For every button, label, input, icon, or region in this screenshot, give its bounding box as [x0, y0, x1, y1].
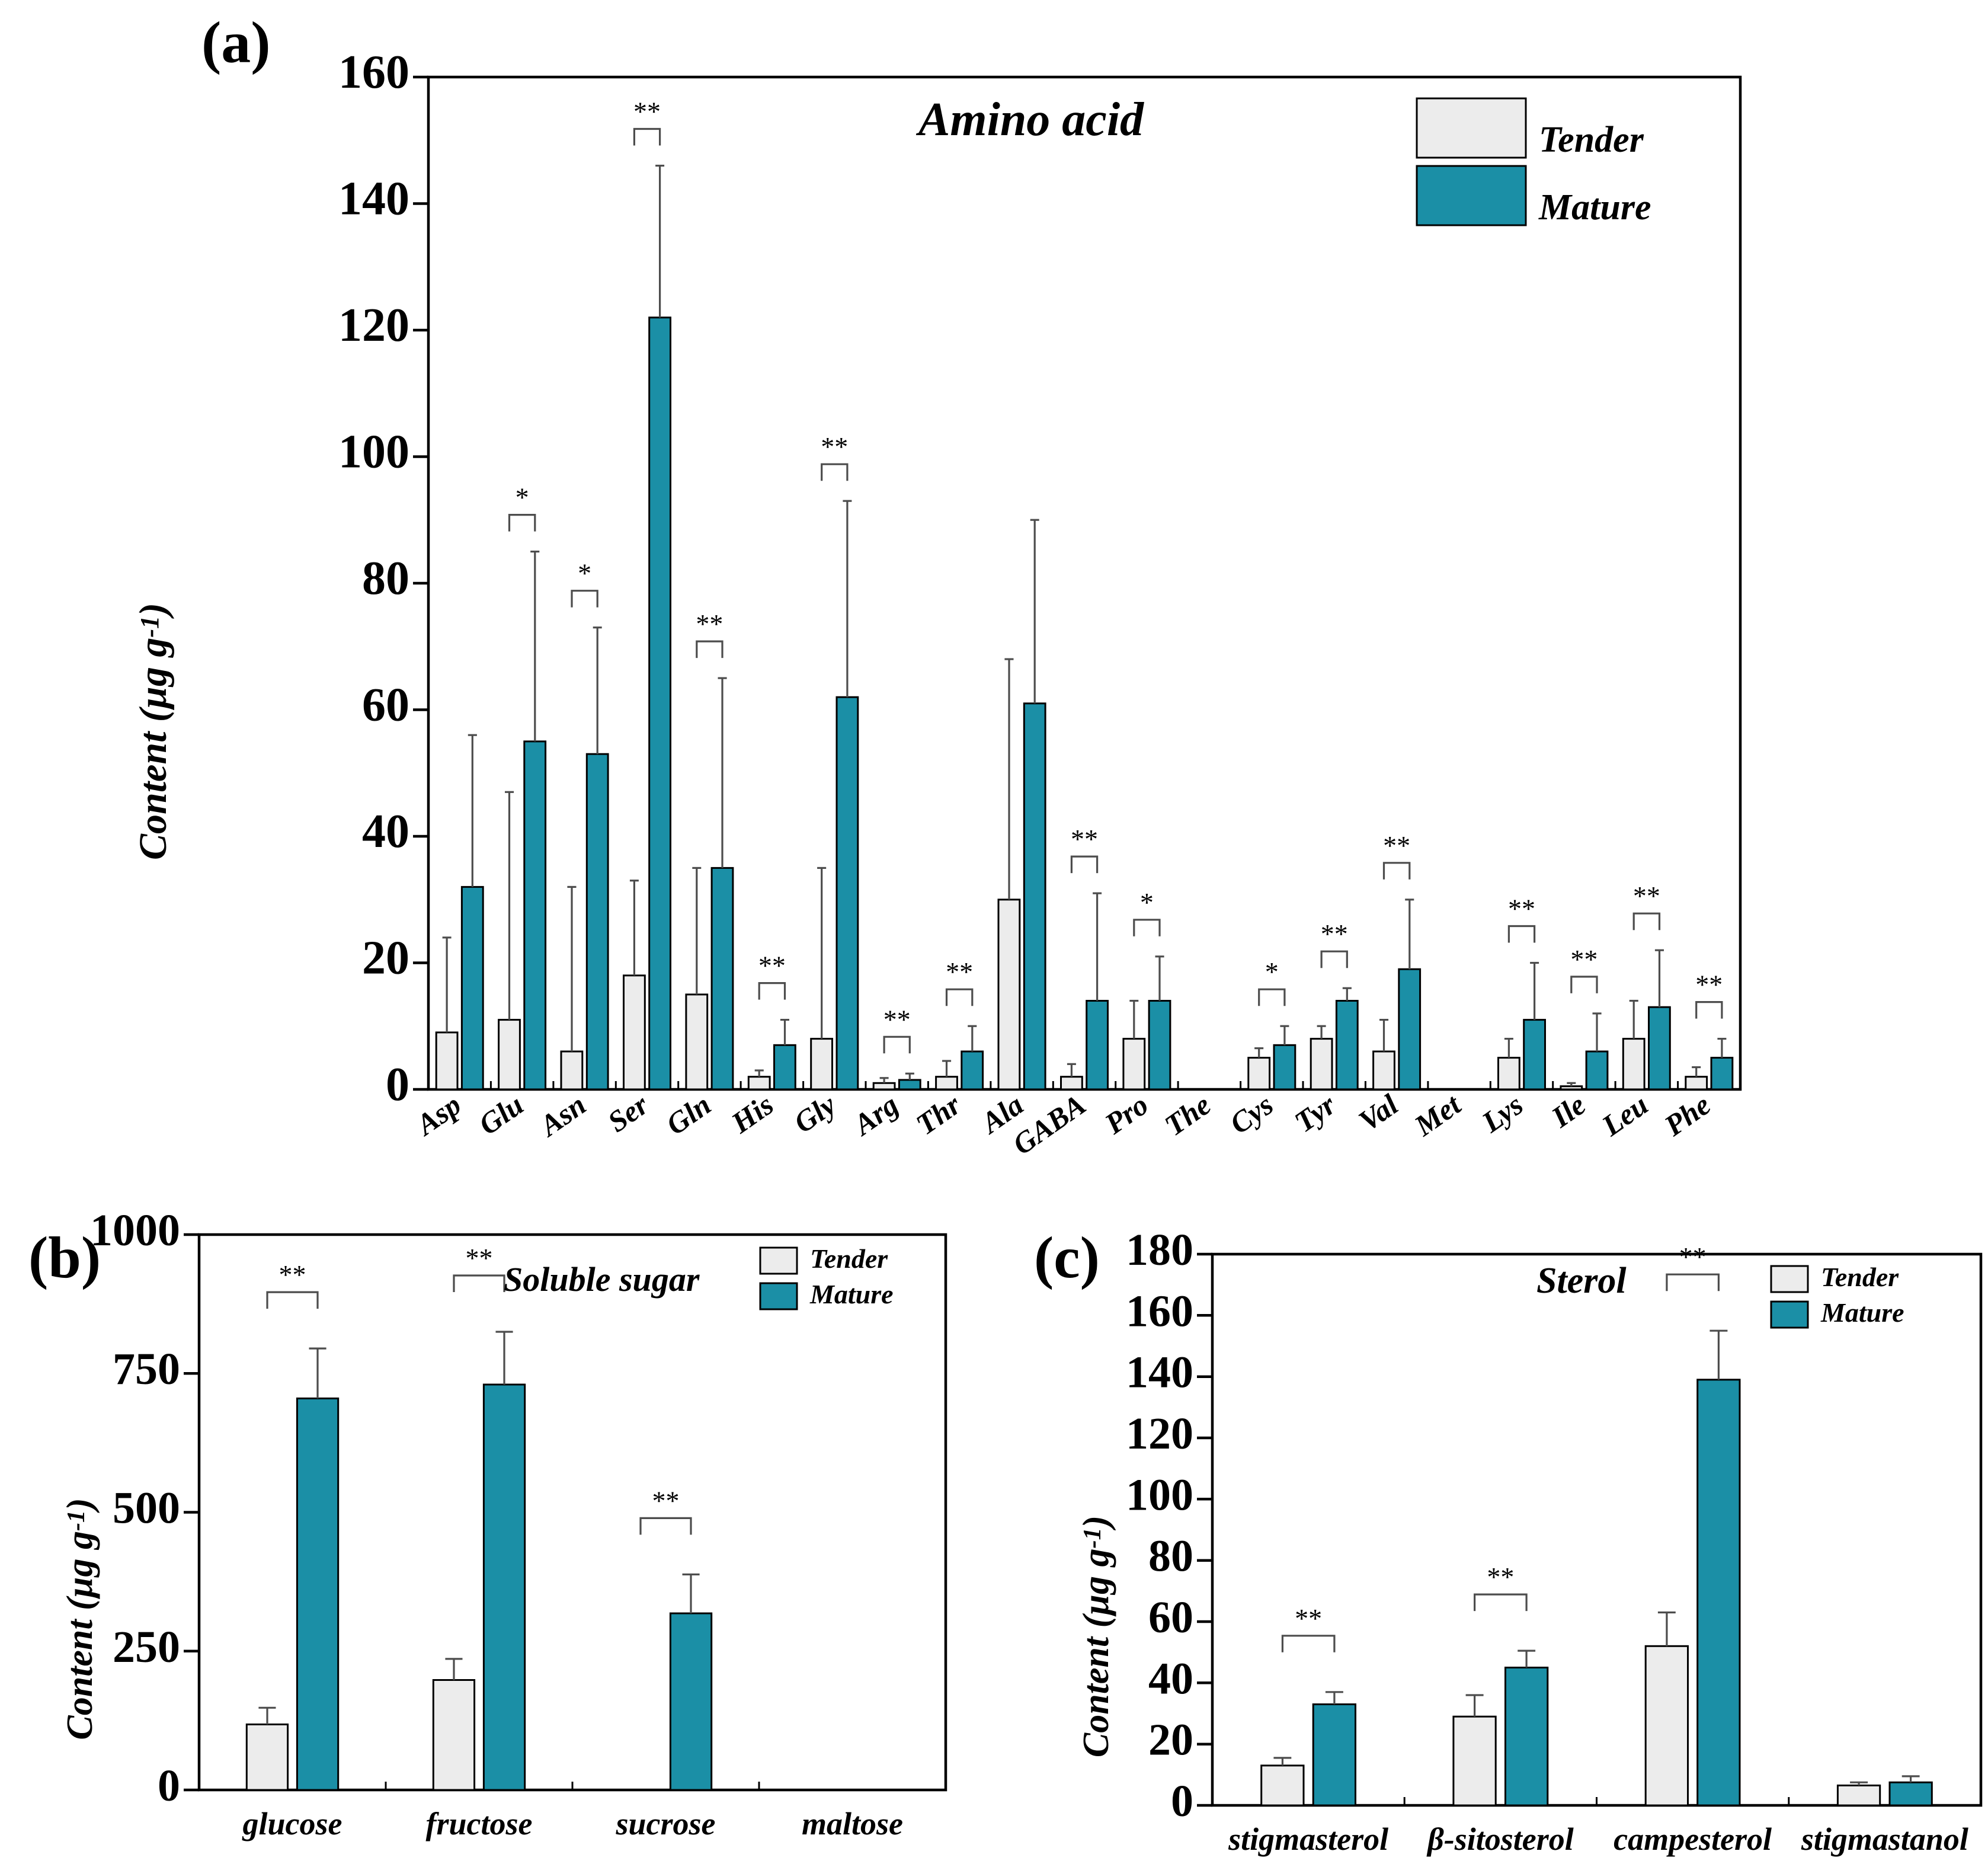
- svg-text:Soluble sugar: Soluble sugar: [504, 1260, 700, 1299]
- svg-text:Mature: Mature: [1538, 187, 1651, 228]
- svg-text:Thr: Thr: [910, 1088, 967, 1142]
- svg-text:**: **: [1071, 824, 1098, 854]
- svg-text:The: The: [1158, 1088, 1217, 1142]
- svg-text:**: **: [1570, 944, 1598, 974]
- svg-text:(a): (a): [201, 9, 271, 75]
- svg-text:60: 60: [1148, 1593, 1193, 1642]
- svg-text:GABA: GABA: [1007, 1088, 1092, 1161]
- svg-text:**: **: [1321, 919, 1348, 949]
- svg-text:**: **: [1633, 881, 1660, 911]
- svg-text:(c): (c): [1034, 1225, 1100, 1290]
- svg-text:500: 500: [113, 1484, 180, 1533]
- svg-text:Content (µg g-1): Content (µg g-1): [60, 1498, 100, 1740]
- svg-text:0: 0: [1171, 1776, 1193, 1826]
- svg-text:*: *: [1140, 887, 1154, 917]
- svg-text:Tyr: Tyr: [1288, 1088, 1342, 1139]
- svg-text:Tender: Tender: [1539, 120, 1644, 160]
- svg-text:*: *: [516, 482, 529, 513]
- svg-text:**: **: [696, 609, 723, 639]
- svg-text:His: His: [725, 1088, 779, 1140]
- svg-text:100: 100: [338, 426, 409, 478]
- svg-text:Content (µg g-1): Content (µg g-1): [132, 603, 175, 860]
- svg-text:**: **: [946, 957, 973, 987]
- svg-text:Ser: Ser: [601, 1088, 654, 1139]
- svg-text:Mature: Mature: [1820, 1297, 1904, 1328]
- svg-text:**: **: [1679, 1242, 1707, 1272]
- svg-text:Ile: Ile: [1545, 1088, 1591, 1134]
- svg-text:**: **: [466, 1243, 493, 1273]
- svg-text:250: 250: [113, 1622, 180, 1672]
- svg-text:fructose: fructose: [426, 1806, 533, 1842]
- svg-text:Asp: Asp: [409, 1088, 467, 1142]
- svg-text:maltose: maltose: [802, 1806, 903, 1842]
- svg-text:Sterol: Sterol: [1536, 1261, 1627, 1301]
- svg-text:20: 20: [1148, 1715, 1193, 1765]
- svg-text:Tender: Tender: [1821, 1262, 1899, 1292]
- svg-text:120: 120: [1126, 1409, 1193, 1459]
- svg-text:stigmastanol: stigmastanol: [1801, 1821, 1968, 1857]
- svg-text:Pro: Pro: [1098, 1088, 1154, 1140]
- svg-text:Gln: Gln: [660, 1088, 717, 1142]
- svg-text:**: **: [652, 1485, 680, 1516]
- svg-text:Met: Met: [1408, 1087, 1468, 1143]
- svg-text:20: 20: [362, 932, 409, 984]
- svg-text:80: 80: [362, 552, 409, 605]
- svg-text:**: **: [1487, 1562, 1514, 1592]
- svg-text:Glu: Glu: [473, 1088, 530, 1142]
- svg-text:160: 160: [1126, 1286, 1193, 1336]
- svg-text:Arg: Arg: [846, 1088, 904, 1142]
- svg-text:*: *: [1265, 957, 1279, 987]
- svg-text:Asn: Asn: [532, 1088, 592, 1143]
- svg-text:**: **: [633, 97, 661, 127]
- svg-text:campesterol: campesterol: [1614, 1821, 1772, 1857]
- svg-text:*: *: [578, 558, 591, 589]
- svg-text:Amino acid: Amino acid: [915, 94, 1144, 146]
- svg-text:**: **: [821, 431, 848, 462]
- svg-text:1000: 1000: [90, 1206, 180, 1255]
- svg-text:Phe: Phe: [1658, 1088, 1717, 1143]
- svg-text:**: **: [883, 1004, 911, 1034]
- svg-text:sucrose: sucrose: [615, 1806, 715, 1842]
- svg-text:stigmasterol: stigmasterol: [1228, 1821, 1388, 1857]
- svg-text:750: 750: [113, 1344, 180, 1394]
- svg-text:0: 0: [158, 1761, 180, 1811]
- svg-text:100: 100: [1126, 1470, 1193, 1520]
- svg-text:**: **: [279, 1259, 306, 1290]
- svg-text:180: 180: [1126, 1225, 1193, 1275]
- svg-text:glucose: glucose: [242, 1806, 342, 1842]
- svg-text:0: 0: [386, 1059, 409, 1111]
- svg-text:**: **: [1508, 894, 1535, 924]
- svg-text:60: 60: [362, 679, 409, 731]
- svg-text:Cys: Cys: [1224, 1088, 1279, 1140]
- svg-text:**: **: [1695, 970, 1723, 1000]
- svg-text:**: **: [1383, 830, 1410, 861]
- svg-text:Lys: Lys: [1475, 1088, 1529, 1139]
- svg-text:120: 120: [338, 299, 409, 351]
- svg-text:**: **: [1295, 1603, 1322, 1633]
- svg-text:40: 40: [1148, 1654, 1193, 1703]
- svg-text:Content (µg g-1): Content (µg g-1): [1076, 1516, 1116, 1757]
- svg-text:80: 80: [1148, 1532, 1193, 1581]
- svg-text:40: 40: [362, 805, 409, 858]
- svg-text:140: 140: [338, 173, 409, 225]
- svg-text:Mature: Mature: [809, 1279, 894, 1309]
- svg-text:Leu: Leu: [1595, 1088, 1654, 1143]
- svg-text:**: **: [758, 951, 786, 981]
- svg-text:Tender: Tender: [810, 1243, 888, 1274]
- svg-text:140: 140: [1126, 1348, 1193, 1398]
- svg-text:160: 160: [338, 46, 409, 98]
- svg-text:Val: Val: [1353, 1088, 1404, 1137]
- svg-text:Gly: Gly: [787, 1088, 842, 1140]
- svg-text:β-sitosterol: β-sitosterol: [1426, 1821, 1574, 1857]
